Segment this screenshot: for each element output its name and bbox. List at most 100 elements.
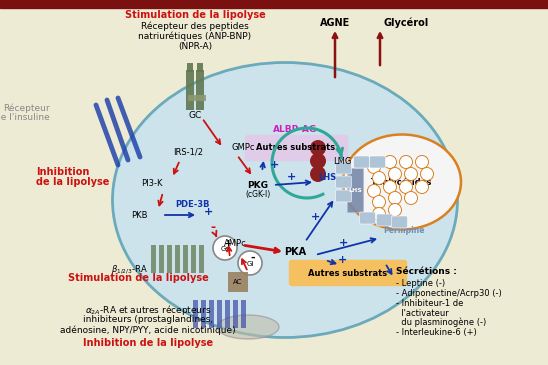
Text: (cGK-I): (cGK-I) [246,189,271,199]
Text: +: + [311,212,321,222]
Circle shape [415,181,429,193]
Circle shape [368,184,380,197]
FancyBboxPatch shape [289,261,407,285]
Bar [241,300,246,328]
Bar [167,245,172,273]
Text: $\beta_{1/2/3}$-RA: $\beta_{1/2/3}$-RA [111,264,148,276]
Bar [186,70,194,110]
Text: Récepteur des peptides: Récepteur des peptides [141,21,249,31]
Circle shape [213,236,237,260]
Text: Autres substrats: Autres substrats [256,143,335,153]
Circle shape [389,204,402,216]
Text: +: + [270,160,279,170]
Text: GC: GC [189,111,202,119]
Text: +: + [204,207,213,217]
Bar [188,95,206,101]
Text: - Adiponectine/Acrp30 (-): - Adiponectine/Acrp30 (-) [396,289,502,299]
Text: natriurétiques (ANP-BNP): natriurétiques (ANP-BNP) [139,31,252,41]
Text: GMPc: GMPc [232,143,255,153]
Bar [225,300,230,328]
Text: LMG: LMG [333,157,351,165]
FancyBboxPatch shape [376,214,392,226]
FancyBboxPatch shape [353,156,369,168]
Circle shape [373,172,385,184]
Text: Gi: Gi [246,261,254,267]
Text: +: + [339,238,349,248]
Text: PI3-K: PI3-K [141,178,163,188]
Circle shape [389,168,402,181]
Circle shape [373,196,385,208]
Text: ALBP-AG: ALBP-AG [273,126,317,134]
Bar [208,300,214,328]
Circle shape [238,251,262,275]
Bar [187,63,193,72]
Text: (NPR-A): (NPR-A) [178,42,212,50]
Text: Inhibition: Inhibition [36,167,89,177]
Circle shape [310,140,326,156]
Text: AC: AC [233,279,243,285]
Bar [216,300,221,328]
Text: +: + [287,172,296,182]
Bar [198,245,203,273]
Circle shape [404,168,418,181]
Circle shape [415,155,429,169]
Circle shape [404,192,418,204]
Bar [228,272,248,292]
Bar [196,70,204,110]
Text: - Interleukine-6 (+): - Interleukine-6 (+) [396,328,477,338]
Text: LHS: LHS [318,173,336,182]
Circle shape [310,153,326,169]
FancyBboxPatch shape [335,176,351,188]
Text: adénosine, NPY/PYY, acide nicotinique): adénosine, NPY/PYY, acide nicotinique) [60,325,236,335]
Bar [232,300,237,328]
Text: Récepteur: Récepteur [3,103,50,113]
Circle shape [389,192,402,204]
Circle shape [373,207,385,220]
Text: Périlipine: Périlipine [383,225,425,235]
Bar [347,168,363,212]
Text: - Inhibiteur-1 de: - Inhibiteur-1 de [396,300,464,308]
Text: +: + [225,238,231,247]
Text: PKA: PKA [284,247,306,257]
Text: Stimulation de la lipolyse: Stimulation de la lipolyse [68,273,209,283]
Text: Autres substrats: Autres substrats [309,269,387,277]
Circle shape [384,181,397,193]
Text: de la lipolyse: de la lipolyse [36,177,110,187]
Bar [182,245,187,273]
Bar [192,300,197,328]
Text: -: - [250,253,255,263]
Circle shape [399,181,413,193]
Text: PDE-3B: PDE-3B [175,200,209,209]
Text: Sécrétions :: Sécrétions : [396,268,457,277]
Text: $\alpha_{2A}$-RA et autres récepteurs: $\alpha_{2A}$-RA et autres récepteurs [85,303,212,317]
Bar [0,0,548,8]
Text: Stimulation de la lipolyse: Stimulation de la lipolyse [124,10,265,20]
Text: Glycérol: Glycérol [383,18,428,28]
Text: +: + [338,255,347,265]
Text: AGNE: AGNE [320,18,350,28]
Text: AMPc: AMPc [224,238,247,247]
Text: PKG: PKG [248,181,269,189]
FancyBboxPatch shape [335,190,351,202]
FancyBboxPatch shape [391,216,408,228]
Text: de l'insuline: de l'insuline [0,114,50,123]
Text: du plasminogène (-): du plasminogène (-) [396,317,486,327]
Ellipse shape [112,62,458,338]
Circle shape [399,155,413,169]
FancyBboxPatch shape [359,212,375,224]
Text: PKB: PKB [132,211,148,219]
Text: Gs: Gs [220,246,230,252]
Text: -: - [210,222,215,234]
Text: - Leptine (-): - Leptine (-) [396,278,445,288]
FancyBboxPatch shape [246,135,347,161]
Bar [197,63,203,72]
FancyBboxPatch shape [369,156,385,168]
Circle shape [368,161,380,173]
Circle shape [310,166,326,182]
Bar [191,245,196,273]
Text: Triglycérides: Triglycérides [372,177,433,187]
Text: inhibiteurs (prostaglandines,: inhibiteurs (prostaglandines, [83,315,213,324]
Circle shape [420,168,433,181]
Text: l'activateur: l'activateur [396,308,449,318]
Bar [158,245,163,273]
